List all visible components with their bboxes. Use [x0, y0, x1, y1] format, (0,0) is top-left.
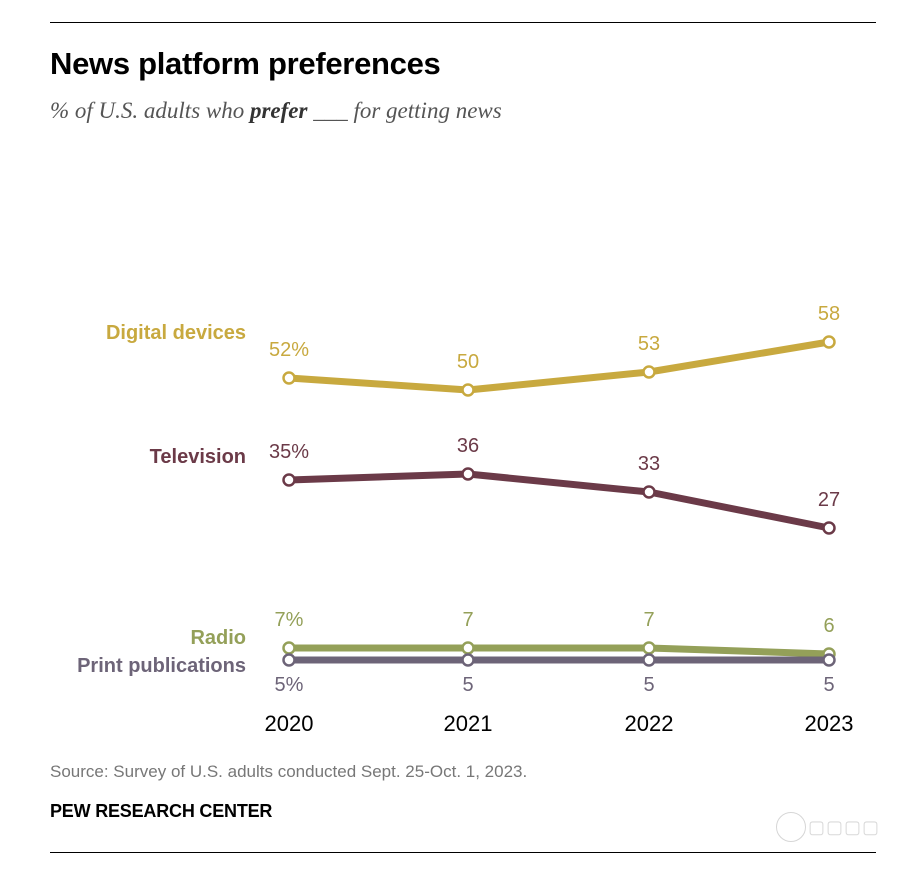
- chart-subtitle: % of U.S. adults who prefer ___ for gett…: [50, 98, 502, 124]
- subtitle-emphasis: prefer: [249, 98, 308, 123]
- subtitle-lead: % of U.S. adults who: [50, 98, 250, 123]
- data-point-print-publications-2021: [461, 653, 475, 667]
- data-label-radio-2020: 7%: [275, 609, 304, 631]
- chart-title: News platform preferences: [50, 46, 441, 81]
- data-label-print-publications-2022: 5: [643, 674, 654, 696]
- data-point-television-2021: [461, 467, 475, 481]
- data-point-digital-devices-2020: [282, 371, 296, 385]
- data-point-digital-devices-2021: [461, 383, 475, 397]
- legend-label-radio: Radio: [190, 627, 246, 649]
- data-label-print-publications-2021: 5: [462, 674, 473, 696]
- data-point-print-publications-2022: [642, 653, 656, 667]
- series-line-television: [285, 470, 833, 532]
- data-label-television-2023: 27: [818, 489, 840, 511]
- data-label-television-2022: 33: [638, 453, 660, 475]
- data-point-radio-2021: [461, 641, 475, 655]
- subtitle-tail: ___ for getting news: [307, 98, 502, 123]
- data-label-print-publications-2020: 5%: [275, 674, 304, 696]
- data-point-digital-devices-2023: [822, 335, 836, 349]
- data-point-digital-devices-2022: [642, 365, 656, 379]
- data-label-television-2020: 35%: [269, 441, 309, 463]
- data-label-print-publications-2023: 5: [823, 674, 834, 696]
- data-point-radio-2020: [282, 641, 296, 655]
- data-point-television-2020: [282, 473, 296, 487]
- x-tick-label-2021: 2021: [444, 711, 493, 736]
- watermark: ▢▢▢▢: [808, 817, 881, 837]
- legend-label-digital-devices: Digital devices: [106, 322, 246, 344]
- data-label-television-2021: 36: [457, 435, 479, 457]
- x-tick-label-2023: 2023: [805, 711, 854, 736]
- x-tick-label-2022: 2022: [625, 711, 674, 736]
- legend-label-television: Television: [150, 446, 246, 468]
- data-label-radio-2022: 7: [643, 609, 654, 631]
- bottom-rule: [50, 852, 876, 853]
- data-label-digital-devices-2023: 58: [818, 303, 840, 325]
- line-chart: 52% 50 53 58 Digital devices 35% 36 33 27 Televis…: [77, 303, 854, 736]
- data-point-television-2023: [822, 521, 836, 535]
- x-tick-label-2020: 2020: [265, 711, 314, 736]
- brand-name: PEW RESEARCH CENTER: [50, 801, 273, 821]
- data-label-digital-devices-2021: 50: [457, 351, 479, 373]
- data-label-radio-2023: 6: [823, 615, 834, 637]
- data-point-television-2022: [642, 485, 656, 499]
- watermark-logo-icon: [776, 812, 806, 842]
- data-label-radio-2021: 7: [462, 609, 473, 631]
- legend-label-print-publications: Print publications: [77, 655, 246, 677]
- series-line-digital-devices: [285, 338, 833, 394]
- data-point-print-publications-2023: [822, 653, 836, 667]
- data-label-digital-devices-2020: 52%: [269, 339, 309, 361]
- data-label-digital-devices-2022: 53: [638, 333, 660, 355]
- top-rule: [50, 22, 876, 23]
- source-note: Source: Survey of U.S. adults conducted …: [50, 762, 528, 781]
- data-point-radio-2022: [642, 641, 656, 655]
- series-line-radio: [285, 644, 833, 658]
- data-point-print-publications-2020: [282, 653, 296, 667]
